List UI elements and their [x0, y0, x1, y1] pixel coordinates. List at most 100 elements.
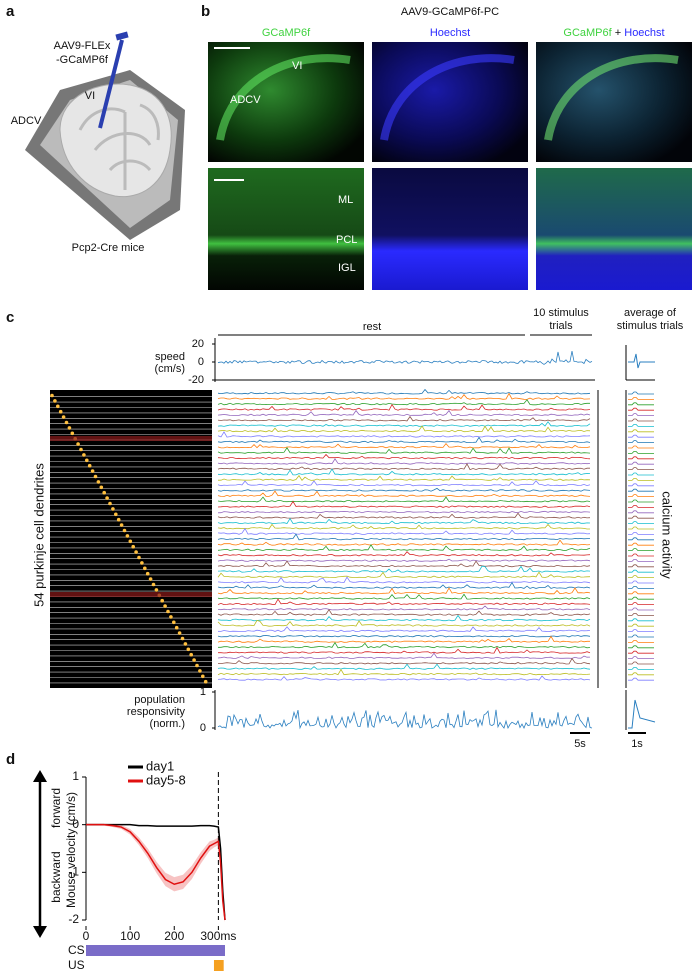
avg-trace: [628, 483, 654, 487]
folia: [78, 103, 160, 190]
raster-peak: [82, 453, 86, 457]
y-tick-label: 0: [72, 817, 79, 831]
trace: [217, 496, 591, 503]
x-tick-label: 300ms: [200, 929, 236, 943]
column-label: GCaMP6f + Hoechst: [563, 27, 664, 39]
avg-trace: [628, 661, 654, 665]
raster-peak: [76, 442, 80, 446]
avg-trace: [628, 521, 654, 524]
trace: [217, 560, 591, 568]
trace: [217, 468, 591, 476]
raster-peak: [105, 496, 109, 500]
raster-peak: [160, 598, 164, 603]
raster-peak: [64, 420, 69, 425]
avg-trace: [628, 548, 654, 551]
population-trace: [628, 699, 656, 729]
period-label: average of: [624, 307, 677, 319]
trace: [217, 442, 591, 449]
us-bar: [213, 960, 224, 971]
avg-trace: [628, 634, 654, 638]
raster-peak: [125, 534, 130, 538]
trace: [217, 453, 591, 460]
legend-label: day1: [146, 758, 174, 773]
avg-trace: [628, 440, 654, 443]
avg-trace: [628, 559, 654, 562]
avg-trace: [628, 672, 654, 676]
avg-trace: [628, 656, 654, 659]
trace: [217, 581, 591, 589]
population-trace: [217, 709, 593, 730]
avg-trace: [628, 586, 654, 589]
syringe: [98, 39, 124, 129]
series-line: [86, 823, 226, 921]
raster-peak: [198, 669, 202, 673]
y-tick-label: 20: [192, 338, 204, 350]
trace: [217, 551, 591, 557]
trace: [217, 539, 591, 546]
trace: [217, 500, 591, 508]
arrow-head: [33, 770, 47, 782]
speed-trace: [217, 351, 593, 365]
avg-trace: [628, 397, 654, 400]
axis-label: 54 purkinje cell dendrites: [31, 463, 46, 607]
raster-peak: [114, 512, 118, 517]
avg-trace: [628, 537, 654, 541]
avg-trace: [628, 640, 654, 643]
raster-peak: [58, 409, 63, 414]
avg-trace: [628, 418, 654, 422]
raster-peak: [137, 555, 141, 560]
trace: [217, 598, 591, 606]
raster-peak: [145, 571, 150, 576]
raster-peak: [203, 679, 208, 684]
raster-peak: [99, 485, 104, 490]
raster-peak: [61, 415, 66, 419]
trace: [217, 675, 591, 681]
avg-trace: [628, 575, 654, 578]
trace: [217, 425, 591, 433]
axis-label: responsivity: [127, 706, 186, 718]
avg-trace: [628, 569, 654, 573]
trace: [217, 458, 591, 465]
x-tick-label: 200: [164, 929, 184, 943]
axis-label: speed: [155, 351, 185, 363]
raster-peak: [116, 517, 121, 522]
raster-peak: [177, 631, 182, 635]
raster-peak: [87, 463, 92, 468]
y-tick-label: -2: [68, 912, 79, 926]
trace: [217, 576, 591, 584]
period-label: trials: [549, 320, 573, 332]
panel-a: a AAV9-FLEx -GCaMP6f VI ADCV Pcp2-Cre mi…: [6, 3, 185, 254]
trace: [217, 544, 591, 552]
avg-trace: [628, 596, 654, 600]
scale-label: 1s: [631, 738, 643, 750]
trace: [218, 474, 591, 481]
trace: [217, 399, 590, 406]
trace: [217, 510, 591, 514]
y-tick-label: -20: [188, 374, 204, 386]
raster-peak: [50, 393, 54, 398]
avg-trace: [628, 472, 654, 476]
avg-trace: [628, 456, 654, 460]
micrograph: [536, 168, 692, 290]
trace: [217, 517, 591, 525]
avg-trace: [628, 478, 654, 481]
avg-trace: [628, 623, 654, 627]
label-part: +: [615, 27, 621, 39]
trace: [217, 652, 591, 660]
region-label: VI: [85, 90, 95, 102]
trace: [217, 409, 591, 417]
micrograph: [372, 168, 528, 290]
avg-trace: [628, 515, 654, 519]
trace: [217, 635, 590, 643]
y-tick-label: 1: [72, 769, 79, 783]
raster-peak: [67, 426, 72, 430]
avg-trace: [628, 461, 654, 465]
legend-label: day5-8: [146, 772, 186, 787]
raster-peak: [70, 431, 75, 436]
trace: [217, 490, 591, 498]
caption: Pcp2-Cre mice: [72, 242, 145, 254]
direction-label: backward: [49, 851, 63, 902]
raster-highlight: [50, 436, 212, 441]
layer-label: ML: [338, 194, 353, 206]
trace: [217, 608, 591, 616]
